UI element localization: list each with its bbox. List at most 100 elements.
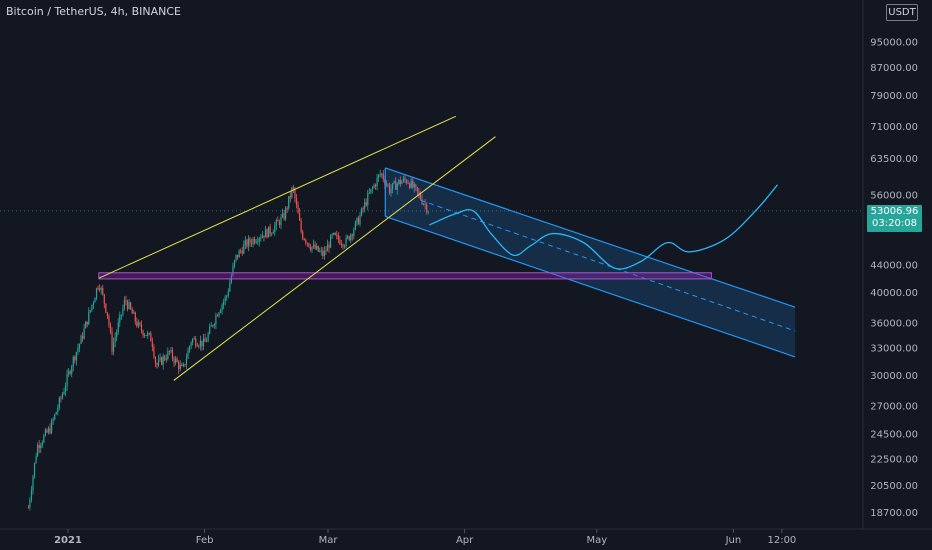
candle-body xyxy=(306,242,308,244)
candle-body xyxy=(123,300,126,308)
candle-body xyxy=(102,288,104,295)
wedge-lower-line xyxy=(173,136,496,381)
candle-body xyxy=(89,310,91,312)
candle-body xyxy=(266,229,268,238)
price-tick-label: 63500.00 xyxy=(870,154,918,165)
candle-body xyxy=(376,177,378,187)
candle-body xyxy=(207,333,209,341)
candle-body xyxy=(147,333,149,336)
candle-body xyxy=(303,238,305,240)
candle-body xyxy=(302,231,304,239)
price-axis[interactable]: 95000.00 87000.00 79000.00 71000.00 63500.00… xyxy=(870,38,918,519)
candle-body xyxy=(294,188,296,199)
candle-body xyxy=(161,357,163,365)
candle-body xyxy=(405,180,408,183)
candle-body xyxy=(271,233,273,235)
candle-body xyxy=(378,174,380,178)
candle-body xyxy=(114,337,116,343)
candle-body xyxy=(261,235,263,238)
candle-body xyxy=(274,225,276,233)
candle-body xyxy=(192,339,194,343)
candle-body xyxy=(233,260,236,267)
candle-body xyxy=(75,352,77,361)
candle-body xyxy=(61,394,64,399)
candle-body xyxy=(120,314,122,316)
candle-body xyxy=(379,173,381,175)
candle-body xyxy=(150,332,152,342)
candle-body xyxy=(68,371,70,375)
bar-countdown: 03:20:08 xyxy=(872,218,917,229)
time-tick-label: Apr xyxy=(456,535,474,546)
candle-body xyxy=(106,312,108,316)
candle-body xyxy=(311,246,313,250)
candle-body xyxy=(63,391,65,395)
candle-body xyxy=(78,344,81,349)
candle-body xyxy=(58,398,60,408)
candle-body xyxy=(390,189,392,193)
candle-body xyxy=(402,178,405,182)
channel-lower-line xyxy=(385,215,796,358)
candle-body xyxy=(57,407,59,413)
candle-body xyxy=(55,412,57,415)
candle-body xyxy=(130,302,132,309)
candle-body xyxy=(66,374,68,387)
candle-body xyxy=(286,207,288,209)
candle-body xyxy=(41,442,43,446)
candle-body xyxy=(246,240,248,247)
candle-body xyxy=(81,335,84,339)
candle-body xyxy=(182,364,184,367)
candle-body xyxy=(370,188,372,193)
candle-body xyxy=(399,179,401,184)
candle-body xyxy=(210,325,212,327)
candle-body xyxy=(257,241,259,243)
candle-body xyxy=(133,312,135,314)
candle-body xyxy=(97,288,99,289)
candle-body xyxy=(385,184,387,186)
candle-body xyxy=(343,246,346,247)
candle-body xyxy=(40,445,42,449)
candle-body xyxy=(267,226,270,238)
candle-body xyxy=(111,332,113,352)
candle-body xyxy=(317,246,319,252)
candle-body xyxy=(260,237,262,239)
candle-body xyxy=(136,321,138,327)
candle-body xyxy=(398,179,400,184)
candle-body xyxy=(196,345,198,347)
price-tick-label: 20500.00 xyxy=(870,481,918,492)
candle-body xyxy=(336,234,338,236)
candle-body xyxy=(404,178,406,181)
candle-body xyxy=(367,193,369,206)
candle-body xyxy=(38,444,40,449)
candle-body xyxy=(77,348,79,353)
time-axis[interactable]: 2021 Feb Mar Apr May Jun 12:00 xyxy=(54,529,796,546)
candle-body xyxy=(316,246,318,250)
candle-body xyxy=(244,240,246,245)
candle-body xyxy=(364,202,366,209)
candle-body xyxy=(153,346,155,358)
candle-body xyxy=(393,181,395,184)
candle-body xyxy=(250,242,253,245)
candle-body xyxy=(190,342,192,347)
candle-body xyxy=(64,386,67,392)
candle-body xyxy=(30,490,33,500)
candle-body xyxy=(334,232,336,235)
candle-body xyxy=(422,203,425,205)
candle-body xyxy=(126,301,129,309)
candle-body xyxy=(412,180,414,188)
candle-body xyxy=(142,330,144,336)
candle-body xyxy=(173,358,175,363)
candle-body xyxy=(145,335,147,336)
currency-badge[interactable]: USDT xyxy=(886,4,918,21)
candle-body xyxy=(373,184,375,188)
candle-body xyxy=(421,199,423,204)
candle-body xyxy=(128,302,130,309)
channel-upper-line xyxy=(385,167,796,308)
price-tick-label: 56000.00 xyxy=(870,191,918,202)
candle-body xyxy=(356,217,358,222)
projection-curve xyxy=(429,184,778,270)
candle-body xyxy=(92,302,95,305)
price-tick-label: 79000.00 xyxy=(870,91,918,102)
candle-body xyxy=(43,435,45,443)
